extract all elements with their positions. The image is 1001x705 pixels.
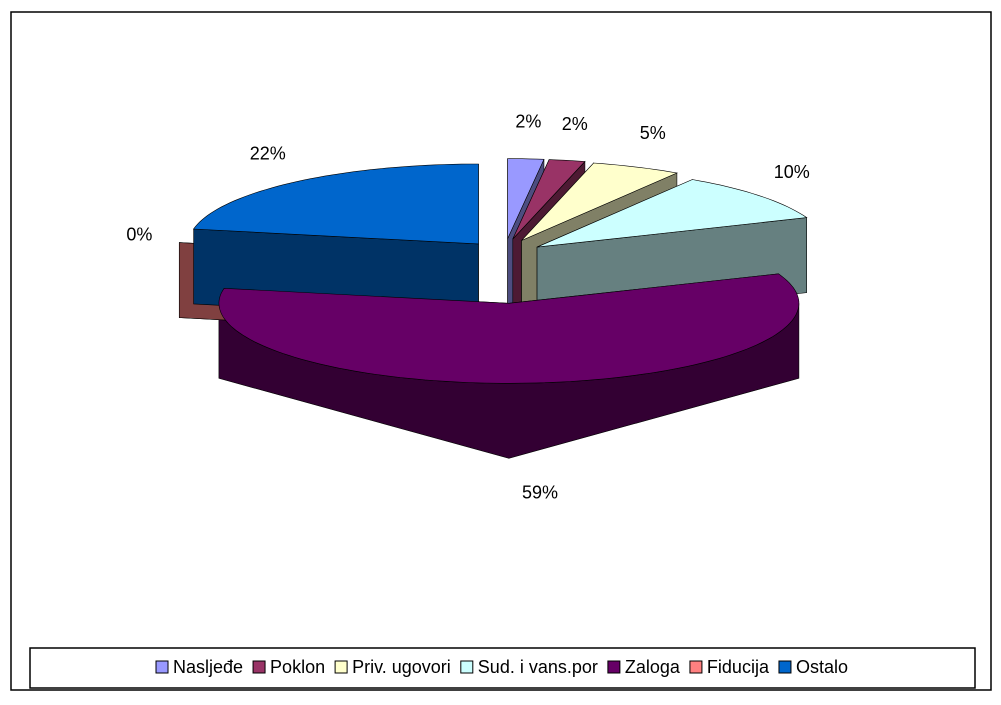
data-label: 2%: [562, 114, 588, 134]
data-label: 22%: [250, 143, 286, 163]
legend-label: Poklon: [270, 657, 325, 677]
data-label: 2%: [515, 112, 541, 132]
pie: 2% 2% 5% 10% 59% 0% 22%: [126, 112, 809, 503]
slice: [512, 159, 586, 240]
data-label: 59%: [522, 483, 558, 503]
slice: [536, 179, 808, 248]
legend-swatch: [252, 660, 266, 674]
legend-swatch: [155, 660, 169, 674]
slice: [521, 162, 678, 241]
slice: [193, 163, 479, 245]
legend-swatch: [689, 660, 703, 674]
slice: [218, 273, 800, 384]
legend-label: Zaloga: [625, 657, 681, 677]
legend-label: Ostalo: [796, 657, 848, 677]
slice: [507, 158, 545, 239]
legend-swatch: [460, 660, 474, 674]
legend-swatch: [778, 660, 792, 674]
legend-label: Nasljeđe: [173, 657, 243, 677]
data-label: 5%: [640, 123, 666, 143]
legend-box: [29, 647, 976, 689]
legend-label: Fiducija: [707, 657, 770, 677]
legend-label: Priv. ugovori: [352, 657, 451, 677]
data-label: 0%: [126, 225, 152, 245]
legend-swatch: [334, 660, 348, 674]
legend-swatch: [607, 660, 621, 674]
data-label: 10%: [774, 162, 810, 182]
legend-label: Sud. i vans.por: [478, 657, 598, 677]
legend: Nasljeđe Poklon Priv. ugovori Sud. i vans.p…: [155, 657, 848, 677]
